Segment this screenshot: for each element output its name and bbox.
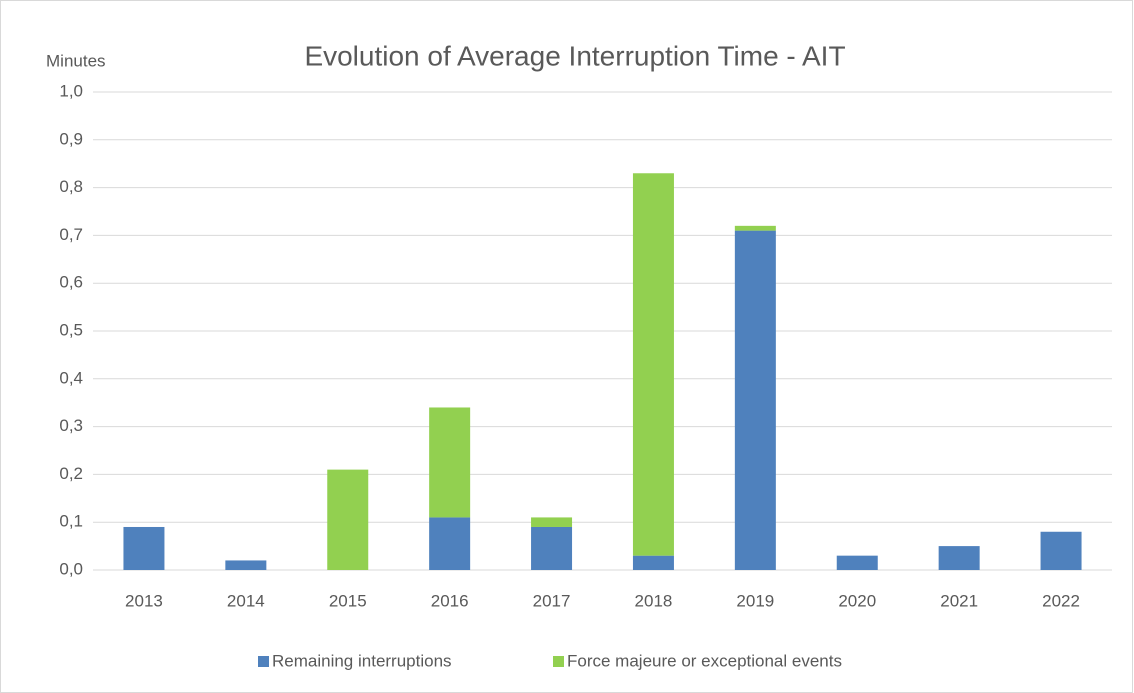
x-tick-label: 2019 [736, 591, 774, 610]
y-tick-label: 0,7 [59, 225, 83, 244]
bar-segment [632, 555, 674, 570]
bar-segment [836, 555, 878, 570]
legend-swatch [553, 656, 564, 667]
x-tick-label: 2021 [940, 591, 978, 610]
y-tick-label: 0,5 [59, 320, 83, 339]
y-axis-label: Minutes [46, 51, 106, 70]
x-tick-label: 2020 [838, 591, 876, 610]
y-tick-label: 0,0 [59, 559, 83, 578]
legend-label: Remaining interruptions [272, 651, 452, 670]
y-tick-label: 0,9 [59, 129, 83, 148]
bar-segment [734, 225, 776, 231]
bar-segment [632, 173, 674, 556]
bar-segment [225, 560, 267, 570]
bar-segment [327, 469, 369, 570]
legend-label: Force majeure or exceptional events [567, 651, 842, 670]
y-tick-label: 0,6 [59, 273, 83, 292]
x-tick-label: 2015 [329, 591, 367, 610]
y-tick-label: 1,0 [59, 81, 83, 100]
bar-segment [531, 526, 573, 570]
y-tick-label: 0,2 [59, 464, 83, 483]
bar-segment [531, 517, 573, 527]
bar-segment [734, 230, 776, 570]
y-tick-label: 0,1 [59, 512, 83, 531]
y-tick-label: 0,4 [59, 368, 83, 387]
x-tick-label: 2022 [1042, 591, 1080, 610]
bar-segment [123, 526, 165, 570]
x-tick-label: 2017 [533, 591, 571, 610]
y-tick-label: 0,3 [59, 416, 83, 435]
x-tick-label: 2013 [125, 591, 163, 610]
legend-swatch [258, 656, 269, 667]
x-tick-label: 2014 [227, 591, 265, 610]
y-tick-label: 0,8 [59, 177, 83, 196]
bar-segment [429, 407, 471, 518]
bar-segment [429, 517, 471, 570]
bar-segment [938, 546, 980, 570]
x-tick-label: 2018 [635, 591, 673, 610]
chart-title: Evolution of Average Interruption Time -… [304, 40, 845, 71]
bar-segment [1040, 531, 1082, 570]
x-tick-label: 2016 [431, 591, 469, 610]
